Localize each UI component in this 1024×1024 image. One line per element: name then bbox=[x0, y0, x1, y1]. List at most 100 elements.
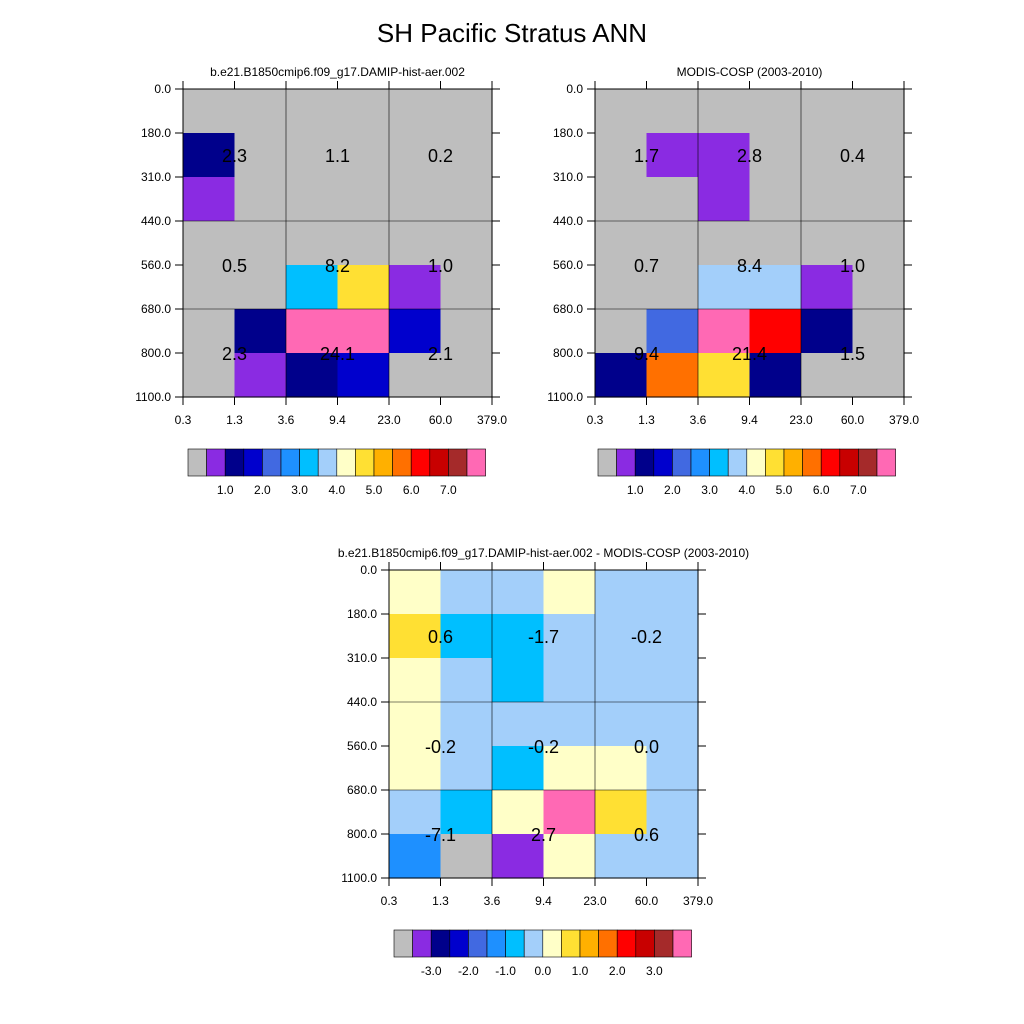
colorbar-label: 6.0 bbox=[813, 483, 830, 497]
y-tick-label: 560.0 bbox=[347, 739, 377, 753]
heatmap-cell bbox=[646, 309, 699, 354]
heatmap-cell bbox=[801, 265, 854, 310]
x-tick-label: 0.3 bbox=[381, 894, 398, 908]
heatmap-cell bbox=[337, 221, 390, 266]
colorbar-swatch bbox=[468, 929, 488, 958]
heatmap-cell bbox=[492, 790, 545, 835]
colorbar-label: 3.0 bbox=[701, 483, 718, 497]
y-tick-label: 800.0 bbox=[553, 346, 583, 360]
colorbar-label: 7.0 bbox=[440, 483, 457, 497]
heatmap-cell bbox=[389, 834, 442, 879]
heatmap-cell bbox=[646, 790, 699, 835]
heatmap-cell bbox=[698, 177, 751, 222]
heatmap-cell bbox=[595, 570, 648, 615]
heatmap-cell bbox=[543, 570, 596, 615]
data-label: 2.3 bbox=[222, 344, 247, 364]
colorbar-swatch bbox=[505, 929, 525, 958]
colorbar-swatch bbox=[635, 929, 655, 958]
data-label: -1.7 bbox=[528, 627, 559, 647]
colorbar-swatch bbox=[579, 929, 599, 958]
colorbar-swatch bbox=[654, 929, 674, 958]
colorbar-swatch bbox=[561, 929, 581, 958]
panel-title: b.e21.B1850cmip6.f09_g17.DAMIP-hist-aer.… bbox=[338, 546, 749, 560]
y-tick-label: 180.0 bbox=[141, 126, 171, 140]
heatmap-cell bbox=[646, 570, 699, 615]
x-tick-label: 9.4 bbox=[741, 413, 758, 427]
x-tick-label: 3.6 bbox=[690, 413, 707, 427]
heatmap-cell bbox=[389, 614, 442, 659]
y-tick-label: 800.0 bbox=[141, 346, 171, 360]
heatmap-cell bbox=[337, 133, 390, 178]
heatmap-cell bbox=[801, 177, 854, 222]
heatmap-cell bbox=[852, 309, 905, 354]
data-label: 0.0 bbox=[634, 737, 659, 757]
colorbar-swatch bbox=[672, 929, 692, 958]
heatmap-cell bbox=[234, 177, 287, 222]
x-tick-label: 23.0 bbox=[583, 894, 607, 908]
heatmap-cell bbox=[183, 221, 236, 266]
heatmap-cell bbox=[183, 265, 236, 310]
y-tick-label: 0.0 bbox=[360, 563, 377, 577]
data-label: -0.2 bbox=[528, 737, 559, 757]
heatmap-cell bbox=[389, 702, 442, 747]
colorbar-swatch bbox=[616, 929, 637, 958]
data-label: 1.0 bbox=[840, 256, 865, 276]
data-label: 2.7 bbox=[531, 825, 556, 845]
heatmap-cell bbox=[492, 702, 545, 747]
heatmap-cell bbox=[286, 353, 339, 398]
heatmap-cell bbox=[389, 177, 442, 222]
colorbar-swatch bbox=[598, 929, 618, 958]
x-tick-label: 9.4 bbox=[535, 894, 552, 908]
heatmap-cell bbox=[646, 658, 699, 703]
x-tick-label: 379.0 bbox=[477, 413, 507, 427]
heatmap-cell bbox=[698, 133, 751, 178]
heatmap-cell bbox=[595, 265, 648, 310]
heatmap-cell bbox=[595, 790, 648, 835]
heatmap-cell bbox=[646, 834, 699, 879]
heatmap-cell bbox=[543, 702, 596, 747]
x-tick-label: 1.3 bbox=[638, 413, 655, 427]
heatmap-cell bbox=[286, 89, 339, 134]
y-tick-label: 310.0 bbox=[141, 170, 171, 184]
data-label: 2.1 bbox=[428, 344, 453, 364]
heatmap-cell bbox=[440, 658, 493, 703]
data-label: 0.7 bbox=[634, 256, 659, 276]
heatmap-cell bbox=[801, 133, 854, 178]
colorbar-label: 0.0 bbox=[534, 964, 551, 978]
heatmap-cell bbox=[543, 658, 596, 703]
data-label: 24.1 bbox=[320, 344, 355, 364]
heatmap-cell bbox=[595, 89, 648, 134]
x-tick-label: 379.0 bbox=[683, 894, 713, 908]
heatmap-cell bbox=[440, 614, 493, 659]
heatmap-cell bbox=[286, 221, 339, 266]
heatmap-cell bbox=[646, 265, 699, 310]
heatmap-cell bbox=[440, 746, 493, 791]
y-tick-label: 680.0 bbox=[347, 783, 377, 797]
heatmap-cell bbox=[492, 658, 545, 703]
heatmap-cell bbox=[852, 353, 905, 398]
colorbar-label: 5.0 bbox=[776, 483, 793, 497]
heatmap-cell bbox=[801, 221, 854, 266]
heatmap-cell bbox=[234, 309, 287, 354]
heatmap-cell bbox=[543, 746, 596, 791]
heatmap-cell bbox=[183, 309, 236, 354]
heatmap-cell bbox=[440, 570, 493, 615]
heatmap-cell bbox=[749, 221, 802, 266]
heatmap-cell bbox=[183, 177, 236, 222]
heatmap-cell bbox=[440, 790, 493, 835]
heatmap-cell bbox=[801, 353, 854, 398]
page-title: SH Pacific Stratus ANN bbox=[376, 18, 648, 48]
colorbar-label: -3.0 bbox=[421, 964, 442, 978]
heatmap-cell bbox=[595, 133, 648, 178]
data-label: 1.5 bbox=[840, 344, 865, 364]
heatmap-cell bbox=[440, 177, 493, 222]
y-tick-label: 440.0 bbox=[347, 695, 377, 709]
heatmap-cell bbox=[389, 221, 442, 266]
heatmap-cell bbox=[698, 221, 751, 266]
heatmap-cell bbox=[595, 177, 648, 222]
colorbar-swatch bbox=[542, 929, 562, 958]
heatmap-cell bbox=[801, 309, 854, 354]
heatmap-cell bbox=[234, 353, 287, 398]
heatmap-cell bbox=[698, 89, 751, 134]
y-tick-label: 310.0 bbox=[553, 170, 583, 184]
